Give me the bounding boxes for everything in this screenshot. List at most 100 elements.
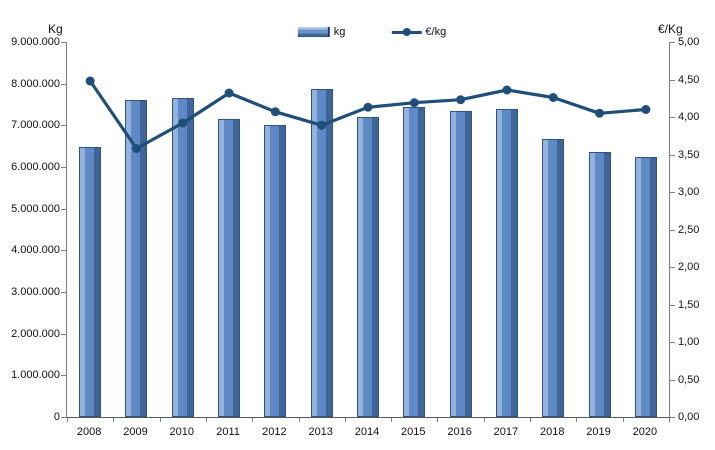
legend: kg €/kg xyxy=(297,26,446,38)
right-axis-tick xyxy=(670,154,675,156)
line-point-2019 xyxy=(595,108,605,118)
left-axis-tick xyxy=(61,417,66,418)
bar-2020 xyxy=(634,157,657,417)
x-axis-label: 2015 xyxy=(401,426,426,438)
left-axis-tick-label: 7.000.000 xyxy=(11,119,60,132)
plot-area xyxy=(61,42,675,422)
right-axis-tick xyxy=(670,379,675,381)
legend-item-eur-per-kg: €/kg xyxy=(391,26,446,38)
right-axis-tick xyxy=(670,267,675,268)
left-axis-title: Kg xyxy=(48,22,63,36)
line-point-2008 xyxy=(85,76,95,86)
line-swatch-icon xyxy=(391,27,422,37)
x-axis-label: 2013 xyxy=(308,426,333,438)
legend-item-kg: kg xyxy=(297,26,346,38)
right-axis-tick-label: 1,50 xyxy=(678,298,700,311)
left-axis-tick xyxy=(61,83,66,85)
x-axis-label: 2017 xyxy=(493,426,519,438)
right-axis-tick-label: 3,00 xyxy=(678,186,700,198)
left-axis-tick xyxy=(61,333,66,335)
x-axis-tick xyxy=(67,418,68,422)
x-axis-tick xyxy=(576,418,578,422)
line-point-2012 xyxy=(270,107,280,117)
line-point-2014 xyxy=(363,102,373,112)
bar-swatch-icon xyxy=(297,27,330,37)
bar-2012 xyxy=(264,125,287,417)
right-axis-tick xyxy=(670,342,675,343)
x-axis-label: 2019 xyxy=(586,426,611,438)
x-axis-tick xyxy=(344,418,346,422)
left-axis-tick-label: 4.000.000 xyxy=(11,244,60,257)
line-point-2020 xyxy=(641,105,651,114)
bar-2015 xyxy=(403,107,426,417)
right-axis-tick-label: 2,00 xyxy=(678,261,700,273)
bar-2013 xyxy=(310,88,333,417)
bar-2008 xyxy=(79,147,102,417)
x-axis-tick xyxy=(113,418,115,422)
left-axis-tick xyxy=(61,292,66,293)
right-axis-tick xyxy=(670,117,675,118)
left-axis-tick xyxy=(61,208,66,210)
left-axis-tick xyxy=(61,42,66,43)
x-axis-tick xyxy=(252,418,254,422)
x-axis-tick xyxy=(298,418,300,422)
x-axis-label: 2010 xyxy=(169,426,195,438)
bar-2014 xyxy=(357,117,379,417)
right-axis-tick xyxy=(670,304,675,306)
x-axis-label: 2012 xyxy=(262,426,287,438)
line-point-2018 xyxy=(548,93,558,102)
right-axis-tick-label: 0,00 xyxy=(678,411,700,423)
left-axis-tick-label: 8.000.000 xyxy=(11,77,60,90)
right-axis-tick-label: 5,00 xyxy=(678,36,700,48)
left-axis-tick xyxy=(61,125,66,127)
x-axis-label: 2016 xyxy=(447,426,472,438)
line-point-2010 xyxy=(178,118,188,128)
right-axis-tick-label: 4,00 xyxy=(678,111,700,123)
line-point-2016 xyxy=(456,95,466,105)
x-axis-tick xyxy=(437,418,439,422)
line-point-2013 xyxy=(317,120,327,130)
x-axis-label: 2014 xyxy=(354,426,380,438)
left-axis-tick xyxy=(61,250,66,252)
eur-per-kg-line xyxy=(88,80,646,151)
right-axis-tick-label: 0,50 xyxy=(678,373,700,386)
line-point-2015 xyxy=(409,98,419,108)
right-axis-tick-label: 2,50 xyxy=(678,223,700,236)
bar-2009 xyxy=(125,100,148,417)
bar-2010 xyxy=(171,98,194,417)
x-axis-label: 2009 xyxy=(123,426,148,438)
bar-2019 xyxy=(588,152,611,417)
x-axis-tick xyxy=(483,418,485,422)
x-axis-label: 2020 xyxy=(632,426,658,438)
bar-2011 xyxy=(218,119,241,417)
left-axis-tick-label: 6.000.000 xyxy=(11,161,60,173)
right-axis-tick-label: 3,50 xyxy=(678,148,700,161)
line-point-2017 xyxy=(502,85,512,95)
line-point-2009 xyxy=(131,144,141,153)
legend-label-kg: kg xyxy=(333,26,346,38)
right-axis-title: €/Kg xyxy=(658,22,683,36)
left-axis-tick xyxy=(61,167,66,168)
left-axis-tick-label: 1.000.000 xyxy=(11,369,60,382)
right-axis-tick-label: 1,00 xyxy=(678,336,700,348)
right-axis-tick xyxy=(670,417,675,418)
right-axis-tick-label: 4,50 xyxy=(678,73,700,86)
right-axis-tick xyxy=(670,229,675,231)
left-axis-tick-label: 3.000.000 xyxy=(11,286,60,298)
x-axis-tick xyxy=(669,418,670,422)
bar-2017 xyxy=(495,109,518,417)
x-axis-label: 2018 xyxy=(539,426,565,438)
left-axis-tick xyxy=(61,375,66,377)
legend-label-eur-per-kg: €/kg xyxy=(425,26,447,38)
right-axis-tick xyxy=(670,192,675,193)
left-axis-tick-label: 9.000.000 xyxy=(11,36,60,48)
right-axis-tick xyxy=(670,42,675,43)
bar-2016 xyxy=(449,110,472,417)
x-axis-tick xyxy=(205,418,207,422)
x-axis-tick xyxy=(391,418,393,422)
x-axis-tick xyxy=(622,418,624,422)
line-layer xyxy=(85,76,651,153)
x-axis-tick xyxy=(159,418,161,422)
x-axis-tick xyxy=(530,418,532,422)
